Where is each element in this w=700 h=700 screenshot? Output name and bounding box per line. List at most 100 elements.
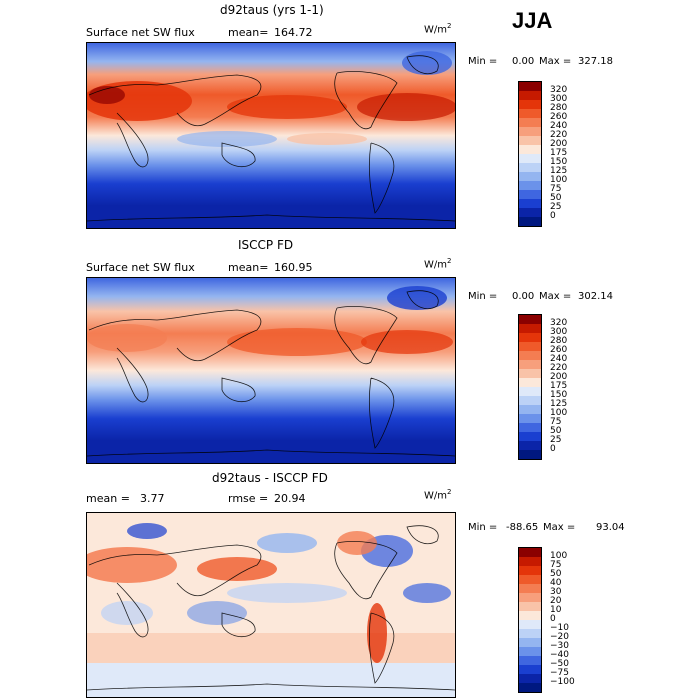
colorbar-swatch (518, 360, 542, 369)
colorbar-tick: 20 (550, 596, 562, 606)
colorbar-tick: 125 (550, 166, 568, 176)
panel2-max-label: Max = (539, 291, 572, 302)
colorbar-tick: 240 (550, 121, 568, 131)
panel3-rmse-label: rmse = (228, 492, 269, 505)
colorbar-tick: −10 (550, 623, 569, 633)
colorbar-swatch (518, 351, 542, 360)
colorbar-swatch (518, 208, 542, 217)
colorbar-tick: 280 (550, 103, 568, 113)
colorbar-swatch (518, 333, 542, 342)
colorbar-tick: 300 (550, 327, 568, 337)
colorbar-swatch (518, 378, 542, 387)
colorbar-swatch (518, 199, 542, 208)
colorbar-swatch (518, 118, 542, 127)
colorbar-tick: 40 (550, 578, 562, 588)
colorbar-tick: 100 (550, 551, 568, 561)
panel2-title: ISCCP FD (238, 238, 294, 252)
colorbar-swatch (518, 145, 542, 154)
panel2-field-label: Surface net SW flux (86, 261, 195, 274)
panel1-map (86, 42, 456, 229)
season-label: JJA (512, 8, 553, 33)
colorbar-swatch (518, 450, 542, 460)
colorbar-swatch (518, 342, 542, 351)
colorbar-tick: 75 (550, 184, 562, 194)
colorbar-swatch (518, 172, 542, 181)
panel3-map (86, 512, 456, 698)
colorbar-tick: −50 (550, 659, 569, 669)
colorbar-swatch (518, 414, 542, 423)
panel1-mean-label: mean= (228, 26, 269, 39)
panel1-field-label: Surface net SW flux (86, 26, 195, 39)
colorbar-swatch (518, 647, 542, 656)
panel3-min-value: -88.65 (506, 522, 539, 533)
colorbar-swatch (518, 575, 542, 584)
colorbar-swatch (518, 136, 542, 145)
colorbar-swatch (518, 396, 542, 405)
colorbar-swatch (518, 181, 542, 190)
colorbar-swatch (518, 432, 542, 441)
panel1-colorbar: 320 300 280 260 240 220 200 175 150 125 … (518, 81, 567, 227)
colorbar-tick: 220 (550, 363, 568, 373)
colorbar-tick: 0 (550, 211, 556, 221)
panel1-title: d92taus (yrs 1-1) (220, 3, 324, 17)
colorbar-swatch (518, 638, 542, 647)
colorbar-tick: 260 (550, 112, 568, 122)
colorbar-tick: 50 (550, 569, 562, 579)
colorbar-tick: 100 (550, 175, 568, 185)
colorbar-tick: −75 (550, 668, 569, 678)
colorbar-swatch (518, 387, 542, 396)
panel2-mean-label: mean= (228, 261, 269, 274)
colorbar-tick: 300 (550, 94, 568, 104)
colorbar-swatch (518, 423, 542, 432)
colorbar-swatch (518, 620, 542, 629)
colorbar-swatch (518, 405, 542, 414)
colorbar-tick: 240 (550, 354, 568, 364)
colorbar-tick: 25 (550, 202, 562, 212)
colorbar-swatch (518, 674, 542, 683)
colorbar-swatch (518, 557, 542, 566)
colorbar-swatch (518, 163, 542, 172)
colorbar-swatch (518, 91, 542, 100)
colorbar-swatch (518, 683, 542, 693)
panel3-units: W/m2 (424, 488, 452, 502)
panel1-mean-value: 164.72 (274, 26, 313, 39)
colorbar-tick: 320 (550, 85, 568, 95)
colorbar-swatch (518, 602, 542, 611)
colorbar-swatch (518, 190, 542, 199)
colorbar-tick: 30 (550, 587, 562, 597)
colorbar-swatch (518, 324, 542, 333)
colorbar-swatch (518, 593, 542, 602)
panel3-mean-value: 3.77 (140, 492, 165, 505)
colorbar-swatch (518, 656, 542, 665)
colorbar-tick: 260 (550, 345, 568, 355)
panel3-rmse-value: 20.94 (274, 492, 306, 505)
panel2-map (86, 277, 456, 464)
colorbar-tick: 280 (550, 336, 568, 346)
colorbar-swatch (518, 217, 542, 227)
panel2-mean-value: 160.95 (274, 261, 313, 274)
panel1-min-label: Min = (468, 56, 498, 67)
colorbar-tick: 0 (550, 444, 556, 454)
colorbar-swatch (518, 665, 542, 674)
colorbar-tick: −100 (550, 677, 575, 687)
colorbar-swatch (518, 584, 542, 593)
colorbar-tick: 25 (550, 435, 562, 445)
panel3-max-value: 93.04 (596, 522, 625, 533)
colorbar-swatch (518, 127, 542, 136)
panel3-title: d92taus - ISCCP FD (212, 471, 328, 485)
colorbar-tick: 0 (550, 614, 556, 624)
colorbar-swatch (518, 547, 542, 557)
panel2-min-value: 0.00 (512, 291, 535, 302)
colorbar-tick: 150 (550, 157, 568, 167)
panel2-max-value: 302.14 (578, 291, 613, 302)
panel1-units: W/m2 (424, 22, 452, 36)
panel3-mean-label: mean = (86, 492, 130, 505)
colorbar-tick: 75 (550, 560, 562, 570)
colorbar-tick: 320 (550, 318, 568, 328)
colorbar-tick: 150 (550, 390, 568, 400)
colorbar-swatch (518, 369, 542, 378)
panel1-max-value: 327.18 (578, 56, 613, 67)
panel2-min-label: Min = (468, 291, 498, 302)
colorbar-tick: 50 (550, 193, 562, 203)
colorbar-tick: 10 (550, 605, 562, 615)
